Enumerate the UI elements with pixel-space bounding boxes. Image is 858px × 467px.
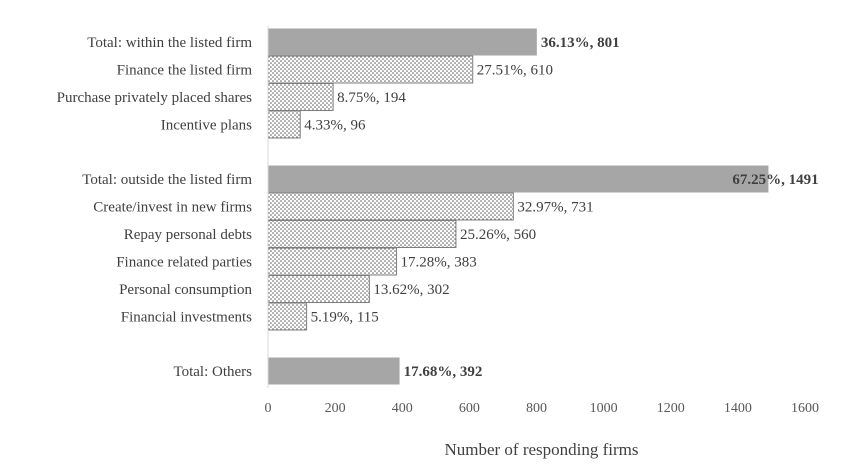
category-label: Create/invest in new firms [93,200,252,216]
category-label: Total: within the listed firm [87,35,252,51]
category-label: Purchase privately placed shares [57,90,252,106]
x-tick-label: 0 [265,401,272,416]
x-tick-label: 1200 [657,401,685,416]
category-label: Personal consumption [119,282,252,298]
bar-2 [267,83,334,111]
data-label: 13.62%, 302 [373,282,449,298]
bar-9 [267,302,308,331]
category-label: Financial investments [121,310,252,326]
x-tick-label: 200 [325,401,346,416]
bar-0 [268,28,537,56]
data-label: 5.19%, 115 [311,310,379,326]
data-label: 32.97%, 731 [517,200,593,216]
bar-3 [267,110,301,139]
x-tick-label: 400 [392,401,413,416]
x-axis-ticks: 0 200 400 600 800 1000 1200 1400 1600 [265,401,820,416]
bar-1 [267,55,474,84]
data-label: 4.33%, 96 [304,118,366,134]
category-label: Finance the listed firm [117,63,253,79]
bar-4 [268,165,769,193]
data-label: 36.13%, 801 [541,35,620,51]
bars: Total: within the listed firm 36.13%, 801… [57,28,819,385]
x-tick-label: 1600 [791,401,819,416]
data-label: 8.75%, 194 [337,90,406,106]
data-label: 17.68%, 392 [404,364,483,380]
category-label: Total: Others [173,364,252,380]
category-label: Total: outside the listed firm [82,172,252,188]
category-label: Incentive plans [161,118,252,134]
x-tick-label: 600 [459,401,480,416]
x-tick-label: 1400 [724,401,752,416]
bar-6 [267,220,457,248]
data-label: 17.28%, 383 [401,255,477,271]
bar-10 [268,357,400,385]
bar-7 [267,247,398,276]
category-label: Finance related parties [116,255,252,271]
bar-8 [267,275,370,303]
x-axis-title: Number of responding firms [444,440,638,459]
category-label: Repay personal debts [124,227,252,243]
data-label: 25.26%, 560 [460,227,536,243]
data-label: 67.25%, 1491 [732,172,818,188]
x-tick-label: 800 [526,401,547,416]
x-tick-label: 1000 [590,401,618,416]
data-label: 27.51%, 610 [477,63,553,79]
bar-5 [267,192,514,221]
